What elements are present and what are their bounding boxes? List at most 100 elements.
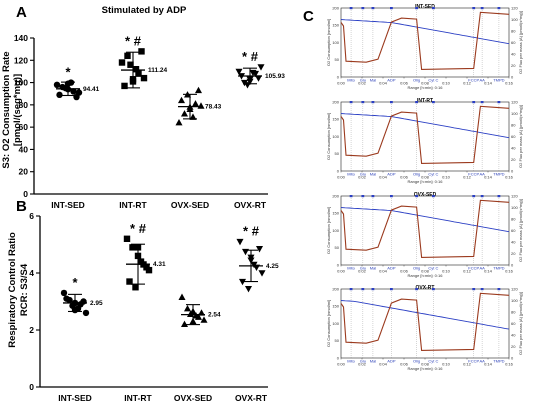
panel-a-ytick-label: 40: [19, 144, 29, 154]
trace-frame: [340, 7, 510, 78]
event-label: TMPD: [493, 78, 504, 83]
panel-b-ytick-label: 0: [29, 382, 34, 392]
trace-right-ytick: 120: [511, 193, 518, 198]
trace-right-ytick: 20: [511, 344, 516, 349]
event-label: Olig: [413, 78, 420, 83]
trace-xtick-label: 0:16: [505, 362, 514, 367]
trace-xtick-label: 0:12: [463, 269, 472, 274]
trace-right-ytick: 80: [511, 122, 516, 127]
event-marker: [349, 195, 353, 198]
event-marker: [390, 101, 393, 104]
event-marker: [415, 288, 418, 291]
panel-a-ylabel: S3: O2 Consumption Rate: [1, 51, 12, 168]
trace-right-ylabel: O2 Flux per mass (A) [pmol/(s*mg)]: [518, 11, 523, 74]
event-marker: [472, 7, 476, 10]
o2-concentration-line: [340, 113, 510, 139]
trace-xtick-label: 0:00: [337, 362, 346, 367]
trace-xtick-label: 0:00: [337, 175, 346, 180]
panel-a-data-point: [177, 96, 186, 104]
event-marker: [497, 101, 501, 104]
panel-b-y-axis: 0 2 4 6: [29, 211, 41, 392]
trace-xtick-label: 0:10: [442, 269, 451, 274]
trace-left-ytick: 200: [332, 99, 339, 104]
event-label: Mito: [347, 78, 355, 83]
panel-b-significance-mark: *: [72, 275, 78, 290]
trace-left-ytick: 200: [332, 286, 339, 291]
trace-left-ytick: 0: [337, 74, 340, 79]
panel-a-mean-label: 111.24: [148, 67, 168, 74]
event-label: Glu: [360, 359, 366, 364]
panel-b-data-point: [63, 295, 70, 302]
panel-a-marks: 94.41 * 111.24 * # 78.43 105.93 * #: [53, 33, 285, 126]
trace-xtick-label: 0:02: [358, 81, 367, 86]
panel-b-mean-label: 4.25: [266, 263, 279, 270]
panel-a-data-point: [138, 48, 145, 55]
event-label: AA: [479, 266, 485, 271]
panel-a: A Stimulated by ADP S3: O2 Consumption R…: [1, 4, 285, 210]
panel-b-data-point: [137, 258, 145, 265]
panel-a-data-point: [175, 119, 183, 126]
trace-right-ytick: 60: [511, 134, 516, 139]
panel-b-data-point: [80, 298, 87, 305]
event-label: Mito: [347, 266, 355, 271]
panel-a-data-point: [73, 93, 80, 101]
event-marker: [371, 7, 375, 10]
panel-b-mean-label: 4.31: [153, 261, 166, 268]
panel-a-data-point: [257, 64, 265, 71]
trace-right-ytick: 20: [511, 157, 516, 162]
panel-a-ytick-label: 80: [19, 100, 29, 110]
event-label: ADP: [387, 172, 396, 177]
o2-flux-line: [340, 199, 510, 258]
event-marker: [432, 195, 435, 198]
trace-xtick-label: 0:14: [484, 81, 493, 86]
panel-b-mean-label: 2.54: [208, 312, 221, 319]
event-label: TMPD: [493, 266, 504, 271]
trace-title: OVX-RT: [416, 285, 435, 291]
panel-b-ytick-label: 4: [29, 268, 34, 278]
o2-concentration-line: [340, 19, 510, 45]
event-label: ADP: [387, 78, 396, 83]
trace-left-ytick: 50: [335, 151, 340, 156]
panel-b-data-point: [236, 238, 244, 246]
panel-c-letter: C: [303, 8, 314, 25]
panel-a-data-point: [240, 79, 249, 87]
panel-a-y-axis: 0 20 40 60 80 100 120 140: [14, 33, 35, 199]
trace-right-ytick: 120: [511, 99, 518, 104]
trace-left-ytick: 150: [332, 117, 339, 122]
trace-xtick-label: 0:04: [379, 175, 388, 180]
panel-a-ytick-label: 60: [19, 122, 29, 132]
panel-a-data-point: [235, 68, 243, 76]
event-marker: [371, 195, 375, 198]
event-label: ADP: [387, 359, 396, 364]
event-label: Olig: [413, 172, 420, 177]
trace-left-ytick: 50: [335, 338, 340, 343]
trace-xtick-label: 0:10: [442, 175, 451, 180]
panel-a-data-point: [127, 61, 134, 68]
trace-xtick-label: 0:12: [463, 362, 472, 367]
trace-xtick-label: 0:06: [400, 269, 409, 274]
event-label: AA: [479, 172, 485, 177]
trace-left-ytick: 150: [332, 23, 339, 28]
panel-a-mean-label: 105.93: [265, 73, 285, 80]
trace-left-ytick: 50: [335, 57, 340, 62]
trace-xtick-label: 0:02: [358, 269, 367, 274]
panel-b-data-point: [126, 278, 133, 285]
panel-b-ylabel: Respiratory Control Ratio: [7, 232, 18, 348]
panel-a-data-point: [132, 66, 140, 73]
panel-a-significance-mark: *: [65, 65, 71, 80]
trace-left-ylabel: O2 Consumption [nmol/ml]: [326, 207, 331, 254]
event-label: Glu: [360, 266, 366, 271]
panel-a-data-point: [70, 88, 77, 95]
event-label: Olig: [413, 266, 420, 271]
trace-xlabel: Range [h:min]: 0:16: [408, 85, 444, 90]
event-marker: [390, 195, 393, 198]
trace-right-ytick: 20: [511, 63, 516, 68]
panel-b-data-point: [200, 316, 208, 323]
trace-right-ytick: 60: [511, 228, 516, 233]
panel-a-category-label: INT-SED: [51, 200, 85, 210]
panel-b-data-point: [250, 261, 258, 269]
event-marker: [361, 101, 365, 104]
panel-b-category-label: OVX-RT: [235, 393, 268, 403]
